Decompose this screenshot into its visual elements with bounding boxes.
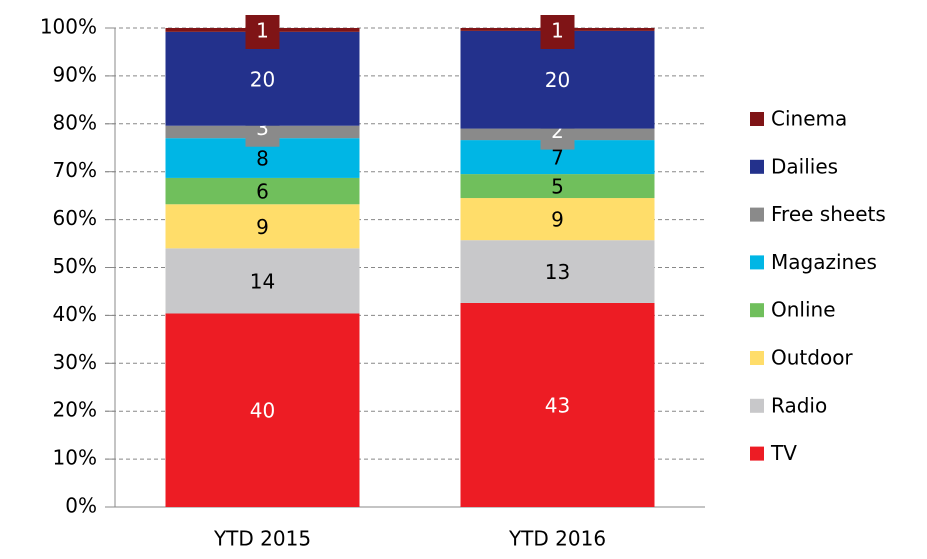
legend-swatch xyxy=(750,207,764,222)
data-label: 6 xyxy=(256,180,269,204)
legend-swatch xyxy=(750,159,764,174)
legend-label: Magazines xyxy=(771,250,877,274)
data-label: 43 xyxy=(545,393,570,417)
bar-segment xyxy=(460,198,655,241)
y-tick-label: 20% xyxy=(53,398,97,422)
legend-label: TV xyxy=(770,441,797,465)
bar-segment xyxy=(165,313,360,507)
legend-swatch xyxy=(750,351,764,365)
data-label: 13 xyxy=(545,260,570,284)
bar-segment xyxy=(165,248,360,314)
y-tick-label: 90% xyxy=(53,62,97,86)
data-label: 9 xyxy=(551,208,564,232)
data-label: 40 xyxy=(250,399,275,423)
data-label: 14 xyxy=(250,269,275,293)
y-tick-label: 30% xyxy=(53,350,97,374)
data-label: 5 xyxy=(551,175,564,199)
y-tick-label: 100% xyxy=(40,15,97,39)
label-box xyxy=(245,15,280,49)
y-tick-label: 70% xyxy=(53,158,97,182)
legend-swatch xyxy=(750,112,764,126)
legend-swatch xyxy=(750,446,764,461)
legend-swatch xyxy=(750,398,764,413)
legend-label: Free sheets xyxy=(771,202,886,226)
legend-label: Dailies xyxy=(771,154,838,178)
y-tick-label: 60% xyxy=(53,206,97,230)
legend-swatch xyxy=(750,303,764,318)
bar-segment xyxy=(460,240,655,303)
bar-segment xyxy=(460,302,655,507)
legend-label: Cinema xyxy=(771,107,847,131)
y-tick-label: 50% xyxy=(53,254,97,278)
y-tick-label: 40% xyxy=(53,302,97,326)
legend-label: Online xyxy=(771,298,836,322)
x-tick-label: YTD 2016 xyxy=(508,527,606,551)
bar-segment xyxy=(165,204,360,249)
y-tick-label: 10% xyxy=(53,446,97,470)
data-label: 7 xyxy=(551,146,564,170)
legend-label: Radio xyxy=(771,393,827,417)
y-tick-label: 80% xyxy=(53,110,97,134)
legend-label: Outdoor xyxy=(771,346,853,370)
data-label: 9 xyxy=(256,215,269,239)
legend-swatch xyxy=(750,255,764,270)
data-label: 1 xyxy=(551,19,564,43)
bar-segment xyxy=(165,177,360,205)
label-box xyxy=(540,15,575,49)
x-tick-label: YTD 2015 xyxy=(213,527,311,551)
data-label: 8 xyxy=(256,147,269,171)
data-label: 1 xyxy=(256,19,269,43)
bar-segment xyxy=(460,174,655,199)
y-tick-label: 0% xyxy=(65,494,97,518)
data-label: 20 xyxy=(250,67,275,91)
data-label: 20 xyxy=(545,68,570,92)
